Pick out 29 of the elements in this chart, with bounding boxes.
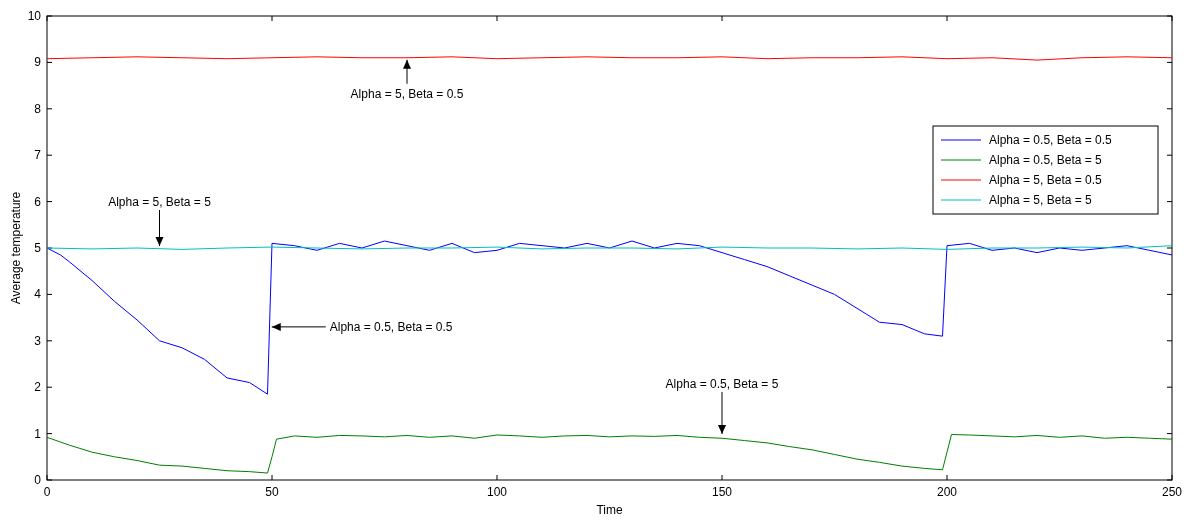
- y-tick-label: 6: [34, 194, 42, 209]
- y-tick-label: 1: [34, 426, 42, 441]
- x-tick-label: 250: [1161, 485, 1183, 499]
- x-tick-label: 200: [936, 485, 958, 499]
- annotation: Alpha = 0.5, Beta = 5: [665, 376, 779, 391]
- y-tick-label: 2: [34, 380, 42, 395]
- y-tick-label: 3: [34, 333, 42, 348]
- x-tick-label: 0: [43, 485, 51, 499]
- y-tick-label: 4: [34, 287, 42, 302]
- annotation: Alpha = 5, Beta = 5: [108, 195, 212, 209]
- line-series: [46, 434, 1173, 474]
- line-series: [46, 240, 1173, 395]
- annotation: Alpha = 5, Beta = 0.5: [350, 86, 464, 101]
- legend-label: Alpha = 5, Beta = 0.5: [989, 173, 1103, 187]
- x-tick-label: 50: [265, 485, 279, 499]
- y-axis-title: Average temperature: [9, 191, 23, 305]
- x-tick-label: 150: [711, 485, 733, 499]
- legend-label: Alpha = 5, Beta = 5: [989, 193, 1093, 207]
- legend-label: Alpha = 0.5, Beta = 0.5: [989, 133, 1113, 147]
- x-tick-label: 100: [486, 485, 508, 499]
- y-tick-label: 0: [34, 473, 42, 487]
- annotation: Alpha = 0.5, Beta = 0.5: [329, 319, 453, 334]
- y-tick-label: 9: [34, 55, 42, 70]
- y-tick-label: 5: [34, 241, 42, 255]
- legend-label: Alpha = 0.5, Beta = 5: [989, 153, 1103, 167]
- y-tick-label: 8: [34, 101, 42, 116]
- y-tick-label: 7: [34, 148, 42, 163]
- x-axis-title: Time: [596, 503, 623, 517]
- y-tick-label: 10: [27, 9, 42, 23]
